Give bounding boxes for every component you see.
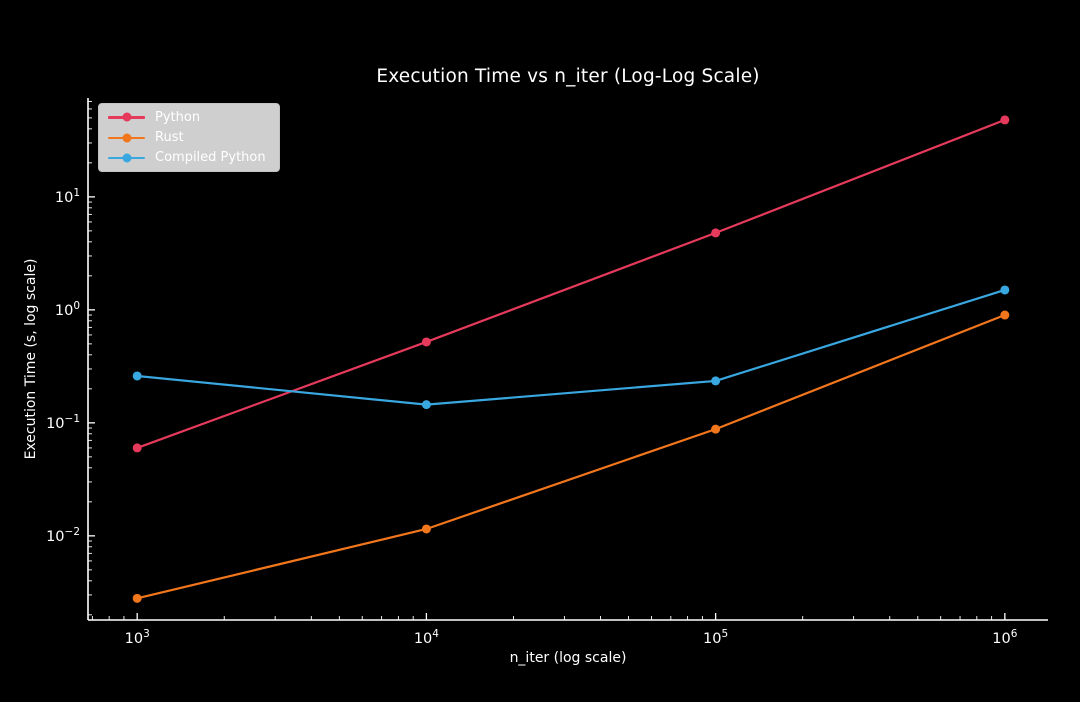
data-point-python [421, 337, 431, 347]
data-point-compiled-python [1000, 285, 1010, 295]
data-point-compiled-python [711, 376, 721, 386]
series-line-python [136, 118, 1006, 450]
legend-label-rust: Rust [155, 130, 184, 145]
y-tick-label: 101 [55, 187, 80, 206]
data-point-rust [711, 424, 721, 434]
legend-item-rust: Rust [108, 128, 271, 148]
legend: Python Rust Compiled Python [98, 103, 280, 172]
legend-dot-icon [122, 112, 131, 122]
legend-marker-python [108, 112, 145, 123]
data-point-python [132, 443, 142, 453]
y-tick-label: 10−1 [46, 413, 80, 432]
chart-title: Execution Time vs n_iter (Log-Log Scale) [376, 66, 760, 87]
series-line-compiled-python [136, 288, 1006, 406]
series-line-rust [136, 313, 1006, 600]
legend-marker-rust [108, 132, 145, 143]
legend-label-compiled-python: Compiled Python [155, 150, 266, 166]
legend-dot-icon [122, 133, 131, 142]
legend-label-python: Python [155, 109, 201, 125]
legend-item-python: Python [108, 107, 271, 127]
y-tick-label: 100 [55, 300, 80, 319]
legend-dot-icon [122, 153, 131, 163]
data-point-compiled-python [421, 400, 431, 410]
x-tick-label: 104 [414, 628, 439, 647]
legend-item-compiled-python: Compiled Python [108, 148, 271, 168]
y-axis-label: Execution Time (s, log scale) [23, 258, 39, 460]
data-point-compiled-python [132, 371, 142, 381]
x-tick-label: 103 [125, 628, 150, 647]
data-point-python [711, 228, 721, 238]
data-point-python [1000, 115, 1010, 125]
data-point-rust [1000, 310, 1010, 320]
x-tick-label: 105 [703, 628, 728, 647]
x-tick-label: 106 [992, 628, 1017, 647]
x-axis-label: n_iter (log scale) [509, 650, 627, 666]
data-point-rust [421, 524, 431, 534]
y-tick-label: 10−2 [46, 526, 80, 545]
legend-marker-compiled-python [108, 152, 145, 163]
data-point-rust [132, 593, 142, 603]
